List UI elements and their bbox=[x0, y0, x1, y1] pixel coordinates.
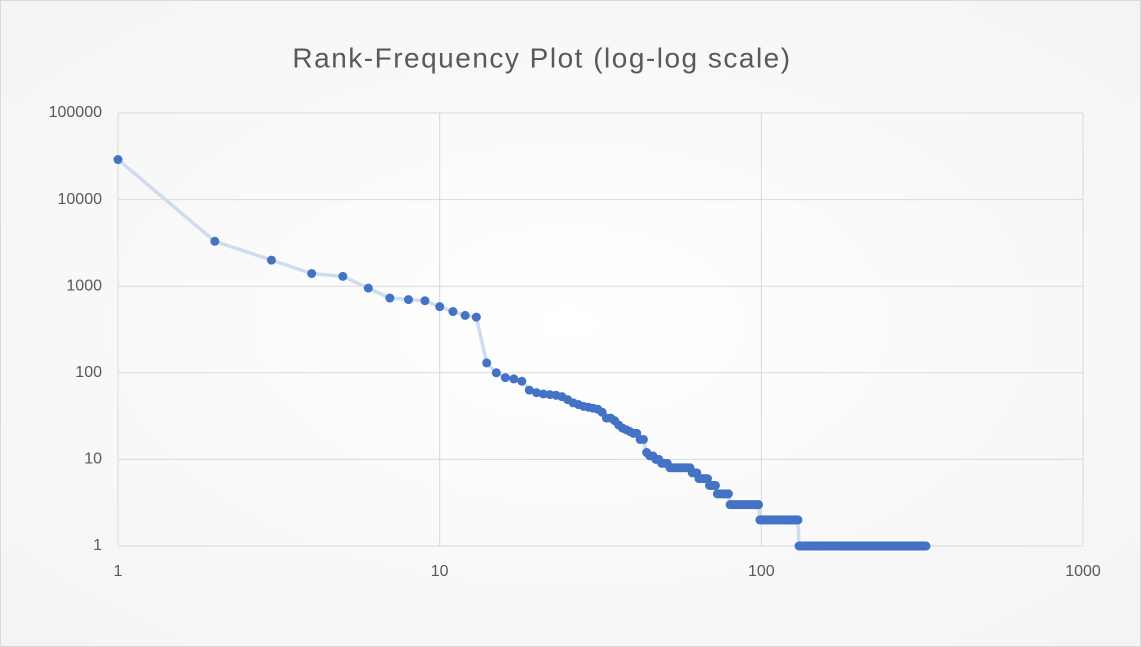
data-point bbox=[524, 385, 534, 395]
data-point bbox=[363, 283, 373, 293]
data-point bbox=[403, 295, 413, 305]
data-point bbox=[266, 255, 276, 265]
data-point bbox=[113, 155, 123, 165]
y-tick-label: 100000 bbox=[49, 104, 102, 121]
data-point bbox=[793, 515, 803, 525]
data-point bbox=[491, 368, 501, 378]
x-tick-label: 1000 bbox=[1065, 563, 1101, 580]
data-point bbox=[385, 293, 395, 303]
x-tick-label: 10 bbox=[431, 563, 449, 580]
y-tick-label: 1000 bbox=[66, 277, 102, 294]
data-point bbox=[538, 389, 548, 399]
data-point bbox=[702, 474, 712, 484]
data-point bbox=[500, 373, 510, 383]
y-tick-label: 10000 bbox=[58, 191, 103, 208]
data-point bbox=[307, 269, 317, 279]
data-point bbox=[754, 500, 764, 510]
y-tick-label: 10 bbox=[84, 451, 102, 468]
data-point bbox=[531, 388, 541, 398]
data-point bbox=[471, 312, 481, 322]
x-tick-label: 100 bbox=[748, 563, 775, 580]
data-point bbox=[338, 271, 348, 281]
data-point bbox=[210, 236, 220, 246]
data-point bbox=[710, 480, 720, 490]
data-point bbox=[509, 374, 519, 384]
data-point bbox=[517, 376, 527, 386]
data-point bbox=[723, 489, 733, 499]
data-point bbox=[460, 310, 470, 320]
data-point bbox=[921, 541, 931, 551]
data-point bbox=[448, 307, 458, 317]
data-point bbox=[482, 358, 492, 368]
data-point bbox=[638, 434, 648, 444]
data-point bbox=[435, 302, 445, 312]
y-tick-label: 1 bbox=[93, 537, 102, 554]
y-tick-label: 100 bbox=[75, 364, 102, 381]
chart-title: Rank-Frequency Plot (log-log scale) bbox=[292, 42, 791, 73]
data-point bbox=[420, 296, 430, 306]
x-tick-label: 1 bbox=[114, 563, 123, 580]
